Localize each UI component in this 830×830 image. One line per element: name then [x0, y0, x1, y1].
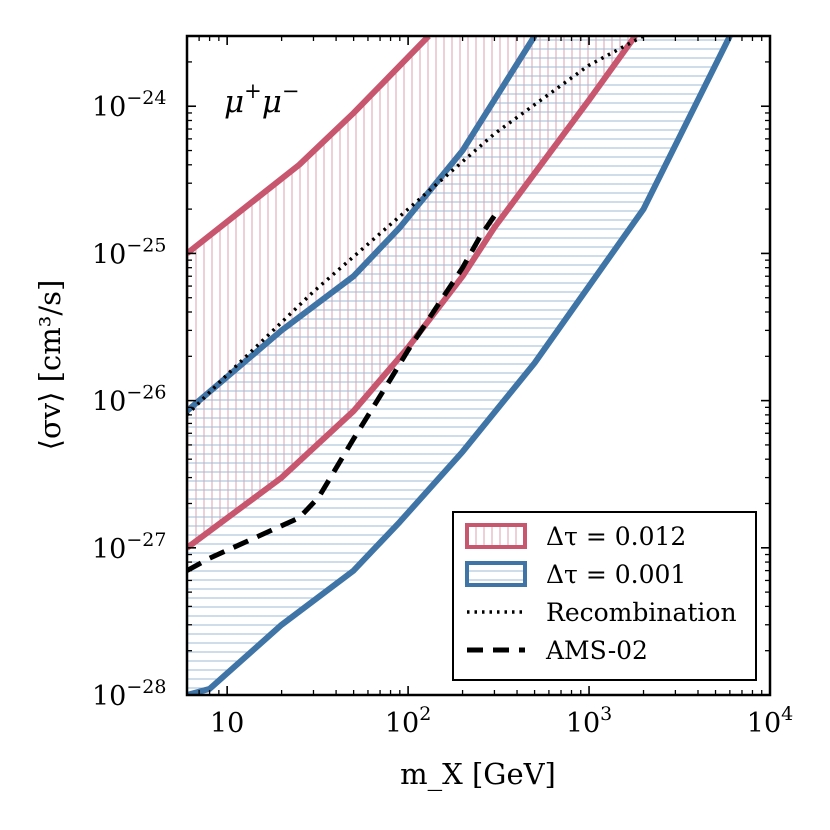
y-tick-label: 10−24	[92, 87, 166, 123]
legend-label: Δτ = 0.001	[546, 560, 686, 589]
bands-layer	[187, 36, 770, 695]
ticks-layer: 10 102 103 104 10−28 10−27 10−26 10−25 10−24	[92, 35, 793, 739]
y-tick-label: 10−26	[92, 382, 166, 418]
x-tick-label: 104	[747, 703, 793, 739]
series-recombination-line	[187, 36, 645, 417]
x-axis-label: m_X [GeV]	[400, 757, 556, 792]
annotation: μ+μ−	[224, 79, 300, 120]
plot-frame	[185, 34, 772, 697]
y-tick-label: 10−25	[92, 234, 166, 270]
legend-swatch	[465, 561, 527, 587]
y-tick-label: 10−28	[92, 676, 166, 712]
legend-items: Δτ = 0.012 Δτ = 0.001 Recombination AMS-02	[465, 522, 737, 665]
legend-swatch	[465, 523, 527, 549]
y-tick-label: 10−27	[92, 529, 166, 565]
legend-item: Δτ = 0.012	[465, 522, 686, 551]
band-1-lower-line	[187, 36, 733, 695]
legend: Δτ = 0.012 Δτ = 0.001 Recombination AMS-02	[452, 511, 757, 681]
legend-item: Recombination	[467, 598, 737, 627]
x-tick-label: 10	[210, 708, 244, 739]
band-fill-1	[187, 36, 770, 695]
x-tick-label: 102	[385, 703, 431, 739]
legend-label: Recombination	[546, 598, 737, 627]
legend-label: AMS-02	[545, 636, 648, 665]
band-0-upper-line	[187, 36, 431, 256]
x-tick-label: 103	[566, 703, 612, 739]
band-1-upper-line	[187, 36, 538, 414]
series-layer	[187, 36, 645, 573]
y-axis-label: ⟨σv⟩ [cm³/s]	[33, 280, 67, 451]
legend-item: AMS-02	[467, 636, 648, 665]
legend-item: Δτ = 0.001	[465, 560, 686, 589]
legend-label: Δτ = 0.012	[546, 522, 686, 551]
band-0-lower-line	[187, 36, 638, 551]
